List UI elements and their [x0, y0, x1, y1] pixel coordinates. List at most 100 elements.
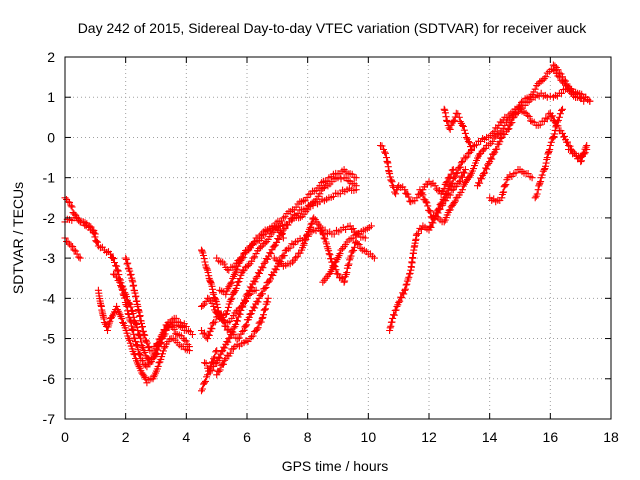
data-point-interp — [388, 178, 396, 186]
data-point-interp — [247, 310, 255, 318]
series-arc-21 — [434, 65, 588, 226]
data-point-interp — [134, 346, 142, 354]
data-point-interp — [243, 247, 251, 255]
data-point-interp — [199, 302, 207, 309]
data-point-interp — [483, 165, 491, 173]
data-point-interp — [553, 118, 561, 126]
data-point-interp — [536, 179, 544, 187]
data-point-interp — [126, 339, 134, 347]
data-point-interp — [386, 324, 394, 332]
data-point — [461, 166, 469, 174]
data-point — [70, 210, 78, 218]
data-point-interp — [539, 76, 547, 84]
data-point-interp — [68, 203, 76, 211]
data-point-interp — [284, 221, 292, 229]
data-point-interp — [341, 277, 349, 285]
data-point — [449, 186, 457, 194]
data-point-interp — [439, 195, 447, 203]
x-tick-label: 16 — [543, 429, 559, 445]
data-point-interp — [131, 319, 139, 327]
data-point-interp — [208, 359, 216, 367]
data-point-interp — [462, 134, 470, 142]
data-point-interp — [90, 226, 98, 234]
data-point-interp — [206, 367, 214, 375]
data-point-interp — [227, 296, 235, 303]
data-point-interp — [533, 190, 541, 198]
x-tick-label: 6 — [243, 429, 251, 445]
data-point-interp — [435, 205, 443, 213]
data-point-interp — [141, 361, 149, 369]
series-arc-6 — [122, 254, 190, 355]
data-point-interp — [405, 273, 413, 281]
data-point-interp — [113, 266, 121, 274]
data-point-interp — [81, 221, 89, 229]
data-point — [458, 186, 466, 194]
data-point-interp — [202, 359, 210, 367]
data-point-interp — [257, 318, 265, 326]
data-point-interp — [221, 356, 229, 364]
data-point-interp — [558, 106, 565, 114]
data-point-interp — [490, 134, 498, 142]
y-tick-label: -1 — [43, 170, 56, 186]
data-point-interp — [337, 274, 345, 282]
data-point — [337, 246, 345, 254]
x-tick-label: 8 — [304, 429, 312, 445]
data-point-interp — [507, 119, 515, 127]
data-point — [534, 186, 542, 194]
data-point — [458, 158, 466, 166]
data-point-interp — [378, 142, 386, 150]
data-point — [270, 222, 278, 230]
data-point-interp — [547, 113, 555, 121]
data-point-interp — [287, 215, 295, 223]
data-point-interp — [109, 254, 116, 261]
data-point-interp — [402, 281, 410, 289]
data-point-interp — [317, 224, 325, 232]
x-tick-label: 4 — [182, 429, 190, 445]
data-point-interp — [296, 249, 304, 257]
data-point — [543, 154, 551, 162]
data-point-interp — [229, 328, 237, 336]
data-point-interp — [568, 146, 576, 154]
data-point-interp — [87, 223, 95, 231]
data-point-interp — [242, 322, 250, 330]
data-point-interp — [200, 252, 207, 259]
data-point-interp — [566, 85, 574, 93]
data-point-interp — [259, 290, 266, 298]
data-point — [188, 331, 196, 338]
data-point-interp — [546, 92, 554, 100]
data-point-interp — [198, 247, 206, 255]
data-point-interp — [292, 254, 299, 262]
data-point-interp — [252, 250, 260, 258]
data-point-interp — [135, 363, 143, 371]
data-point — [452, 170, 460, 178]
data-point-interp — [457, 159, 465, 167]
data-point-interp — [386, 173, 394, 181]
data-point-interp — [442, 113, 450, 121]
data-point-interp — [253, 325, 261, 333]
data-point-interp — [330, 230, 338, 238]
data-point-interp — [301, 236, 309, 244]
data-point-interp — [215, 368, 223, 375]
data-point-interp — [414, 230, 422, 237]
data-point-interp — [293, 253, 301, 261]
data-point-interp — [241, 297, 249, 304]
data-point-interp — [551, 62, 559, 70]
data-point — [501, 121, 509, 129]
data-point-interp — [144, 355, 152, 362]
data-point-interp — [239, 303, 247, 311]
data-point-interp — [213, 300, 221, 308]
data-point-interp — [275, 235, 283, 243]
data-point-interp — [460, 169, 468, 177]
data-point-interp — [447, 180, 455, 188]
y-tick-label: -2 — [43, 210, 56, 226]
data-point-interp — [201, 329, 208, 337]
data-point-interp — [199, 330, 207, 338]
data-point — [258, 314, 266, 322]
data-point-interp — [308, 219, 316, 227]
data-point-interp — [493, 131, 501, 139]
data-point-interp — [224, 338, 232, 346]
data-point — [389, 182, 397, 190]
data-point-interp — [300, 240, 308, 248]
data-point-interp — [211, 295, 219, 303]
